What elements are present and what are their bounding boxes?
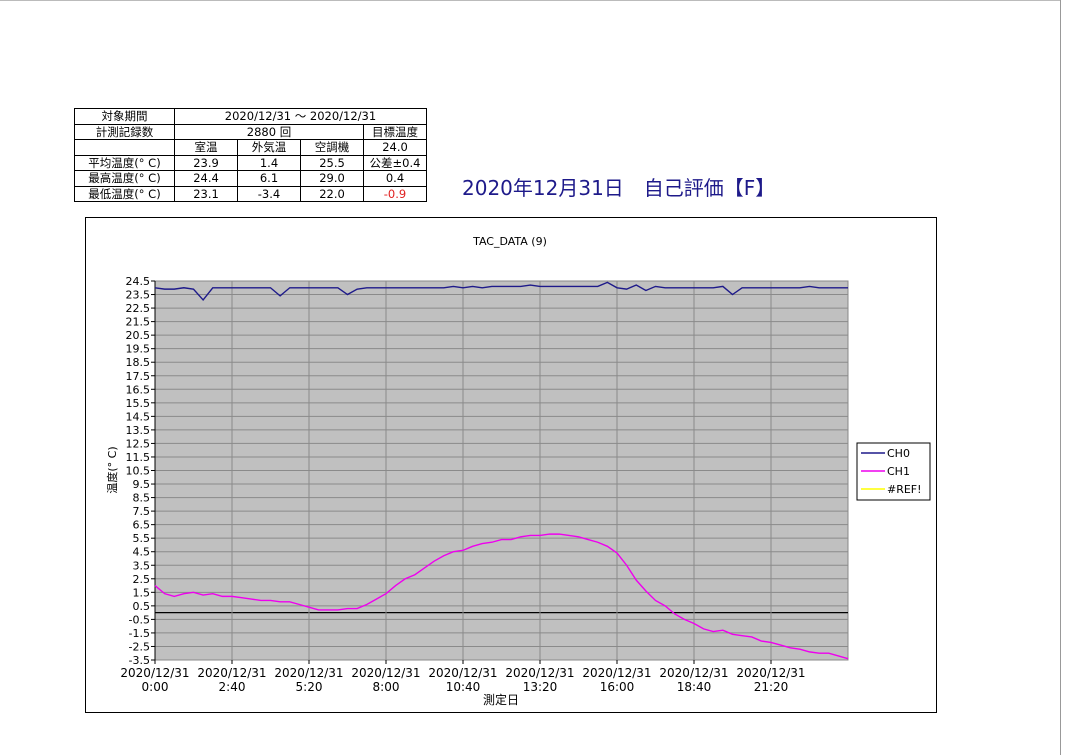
x-tick-label-date: 2020/12/31 [505,666,574,680]
y-tick-label: 21.5 [126,316,151,329]
target-cell: 公差±0.4 [363,154,427,171]
header-row: 室温 外気温 空調機 24.0 [74,139,427,156]
x-tick-label-time: 13:20 [523,680,558,694]
page-right-edge [1060,0,1061,755]
y-tick-label: 2.5 [133,573,151,586]
header-room: 室温 [174,139,238,156]
y-tick-label: 15.5 [126,397,151,410]
y-tick-label: 6.5 [133,519,151,532]
summary-table: 対象期間 2020/12/31 ～ 2020/12/31 計測記録数 2880 … [74,108,427,202]
y-tick-label: -3.5 [129,654,150,667]
y-tick-label: 22.5 [126,302,151,315]
y-tick-label: 16.5 [126,383,151,396]
y-tick-label: 10.5 [126,465,151,478]
x-tick-label-time: 10:40 [446,680,481,694]
table-row: 最低温度(° C) 23.1 -3.4 22.0 -0.9 [74,185,427,202]
x-tick-label-date: 2020/12/31 [659,666,728,680]
x-tick-label-time: 2:40 [219,680,246,694]
x-tick-label-time: 21:20 [754,680,789,694]
y-tick-label: 9.5 [133,478,151,491]
y-tick-label: 12.5 [126,437,151,450]
x-tick-label-date: 2020/12/31 [351,666,420,680]
y-tick-label: 17.5 [126,370,151,383]
legend: CH0 CH1 #REF! [856,442,931,501]
target-cell: 0.4 [363,170,427,187]
target-cell-negative: -0.9 [363,185,427,202]
y-tick-label: 8.5 [133,492,151,505]
target-value: 24.0 [363,139,427,156]
x-tick-label-date: 2020/12/31 [274,666,343,680]
header-aircon: 空調機 [300,139,364,156]
y-tick-label: 13.5 [126,424,151,437]
y-tick-label: 11.5 [126,451,151,464]
y-tick-label: 20.5 [126,329,151,342]
x-tick-label-date: 2020/12/31 [582,666,651,680]
chart-frame [85,217,937,713]
y-tick-label: 4.5 [133,546,151,559]
period-label: 対象期間 [74,108,175,125]
y-tick-label: -1.5 [129,627,150,640]
cell: -3.4 [237,185,301,202]
cell: 22.0 [300,185,364,202]
y-tick-label: -2.5 [129,640,150,653]
cell: 1.4 [237,154,301,171]
x-tick-label-time: 8:00 [373,680,400,694]
legend-label: #REF! [887,483,922,496]
table-row: 平均温度(° C) 23.9 1.4 25.5 公差±0.4 [74,154,427,171]
x-tick-label-date: 2020/12/31 [428,666,497,680]
row-label: 最低温度(° C) [74,185,175,202]
x-axis-label: 測定日 [483,692,519,707]
x-tick-label-time: 0:00 [142,680,169,694]
y-tick-label: 7.5 [133,505,151,518]
row-label: 最高温度(° C) [74,170,175,187]
y-tick-label: 1.5 [133,586,151,599]
x-tick-label-date: 2020/12/31 [120,666,189,680]
x-tick-label-time: 18:40 [677,680,712,694]
cell: 23.1 [174,185,238,202]
legend-label: CH0 [887,447,910,460]
y-tick-label: 5.5 [133,532,151,545]
page-title: 2020年12月31日 自己評価【F】 [462,176,776,200]
x-tick-label-time: 5:20 [296,680,323,694]
x-tick-label-time: 16:00 [600,680,635,694]
chart-title: TAC_DATA (9) [472,235,547,248]
y-tick-label: 24.5 [126,275,151,288]
x-tick-label-date: 2020/12/31 [736,666,805,680]
count-row: 計測記録数 2880 回 目標温度 [74,123,427,140]
cell: 23.9 [174,154,238,171]
series-line-ch1 [154,533,849,660]
y-tick-label: 18.5 [126,356,151,369]
y-tick-label: 19.5 [126,343,151,356]
y-tick-label: -0.5 [129,613,150,626]
y-axis-label: 温度(° C) [105,446,119,493]
legend-label: CH1 [887,465,910,478]
period-row: 対象期間 2020/12/31 ～ 2020/12/31 [74,108,427,125]
page-top-edge [0,0,1061,1]
y-tick-label: 14.5 [126,410,151,423]
count-label: 計測記録数 [74,123,175,140]
y-tick-label: 23.5 [126,289,151,302]
series-line-ch0 [154,281,848,302]
x-tick-label-date: 2020/12/31 [197,666,266,680]
y-tick-label: 3.5 [133,559,151,572]
y-tick-label: 0.5 [133,600,151,613]
